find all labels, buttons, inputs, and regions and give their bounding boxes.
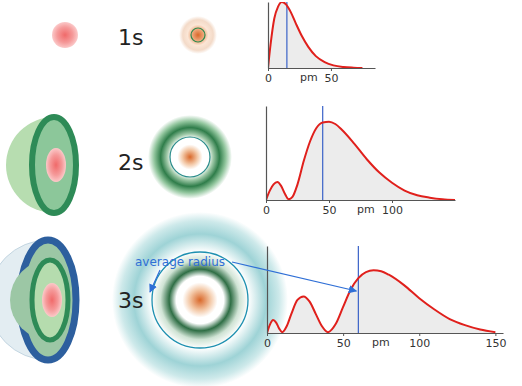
plot-area bbox=[266, 106, 455, 200]
x-axis-title: pm bbox=[357, 203, 375, 216]
density-2s bbox=[148, 115, 232, 199]
distribution-line bbox=[268, 2, 362, 68]
average-radius-line bbox=[358, 246, 359, 333]
sphere-core bbox=[42, 283, 62, 317]
x-tick: 0 bbox=[264, 333, 271, 350]
x-axis: 0 50 bbox=[265, 68, 376, 85]
average-radius-line bbox=[322, 106, 323, 200]
y-axis-line bbox=[267, 247, 268, 334]
x-axis-line bbox=[268, 333, 504, 334]
x-tick-label: 50 bbox=[337, 337, 351, 350]
plot-area bbox=[268, 2, 362, 68]
distribution-area bbox=[266, 122, 455, 200]
x-tick: 150 bbox=[485, 333, 506, 350]
y-axis bbox=[267, 247, 268, 334]
plot-area bbox=[267, 246, 495, 333]
distribution-area bbox=[267, 270, 495, 333]
radial-plot: 0 50 pm bbox=[265, 2, 376, 85]
sphere-1s bbox=[52, 22, 78, 48]
radius-circle-2s bbox=[170, 137, 210, 177]
radial-plot: 0 50 100 150 pm bbox=[264, 246, 506, 350]
orbital-label: 1s bbox=[118, 25, 143, 50]
x-tick: 100 bbox=[409, 333, 430, 350]
sphere-face bbox=[32, 117, 76, 213]
x-axis: 0 50 100 150 bbox=[264, 333, 506, 350]
x-tick-mark bbox=[343, 333, 344, 336]
illustrations bbox=[0, 16, 288, 386]
y-axis-line bbox=[266, 107, 267, 201]
x-tick-label: 50 bbox=[323, 204, 337, 217]
figure: 0 50 pm 1s 0 50 100 pm 2s 0 50 100 150 pm 3s average ra… bbox=[0, 0, 522, 386]
sphere-core bbox=[46, 148, 66, 182]
annotation-arrow bbox=[232, 262, 356, 291]
annotation-arrow bbox=[150, 270, 160, 292]
x-axis: 0 50 100 bbox=[263, 200, 456, 217]
x-tick-label: 150 bbox=[485, 337, 506, 350]
radial-plot: 0 50 100 pm bbox=[263, 106, 456, 217]
x-tick-label: 0 bbox=[265, 72, 272, 85]
x-axis-line bbox=[267, 200, 456, 201]
orbital-label: 2s bbox=[118, 150, 143, 175]
cut-sphere bbox=[6, 117, 76, 213]
x-tick: 0 bbox=[265, 68, 272, 85]
x-tick-label: 50 bbox=[324, 72, 338, 85]
x-tick-label: 100 bbox=[409, 337, 430, 350]
x-axis-title: pm bbox=[300, 71, 318, 84]
x-tick: 50 bbox=[337, 333, 351, 350]
x-tick: 0 bbox=[263, 200, 270, 217]
x-tick-label: 0 bbox=[263, 204, 270, 217]
average-radius-line bbox=[286, 2, 287, 68]
distribution-line bbox=[266, 122, 455, 200]
x-tick-mark bbox=[392, 200, 393, 203]
x-axis-line bbox=[269, 68, 376, 69]
density-1s bbox=[179, 16, 217, 54]
radius-circle-1s bbox=[191, 28, 205, 42]
x-tick-label: 0 bbox=[264, 337, 271, 350]
y-axis-line bbox=[268, 3, 269, 69]
x-tick: 50 bbox=[323, 200, 337, 217]
x-tick-mark bbox=[495, 333, 496, 336]
sphere-face bbox=[32, 260, 68, 340]
x-tick-mark bbox=[329, 200, 330, 203]
y-axis bbox=[268, 3, 269, 69]
x-tick: 50 bbox=[324, 68, 338, 85]
annotation: average radius bbox=[135, 255, 225, 269]
orbital-label: 3s bbox=[118, 288, 143, 313]
x-axis-title: pm bbox=[372, 336, 390, 349]
density-3s bbox=[112, 212, 288, 386]
distribution-line bbox=[267, 270, 495, 333]
x-tick-mark bbox=[419, 333, 420, 336]
cut-sphere bbox=[0, 240, 76, 360]
x-tick-label: 100 bbox=[382, 204, 403, 217]
x-tick: 100 bbox=[382, 200, 403, 217]
x-tick-mark bbox=[331, 68, 332, 71]
distribution-area bbox=[268, 2, 362, 68]
y-axis bbox=[266, 107, 267, 201]
